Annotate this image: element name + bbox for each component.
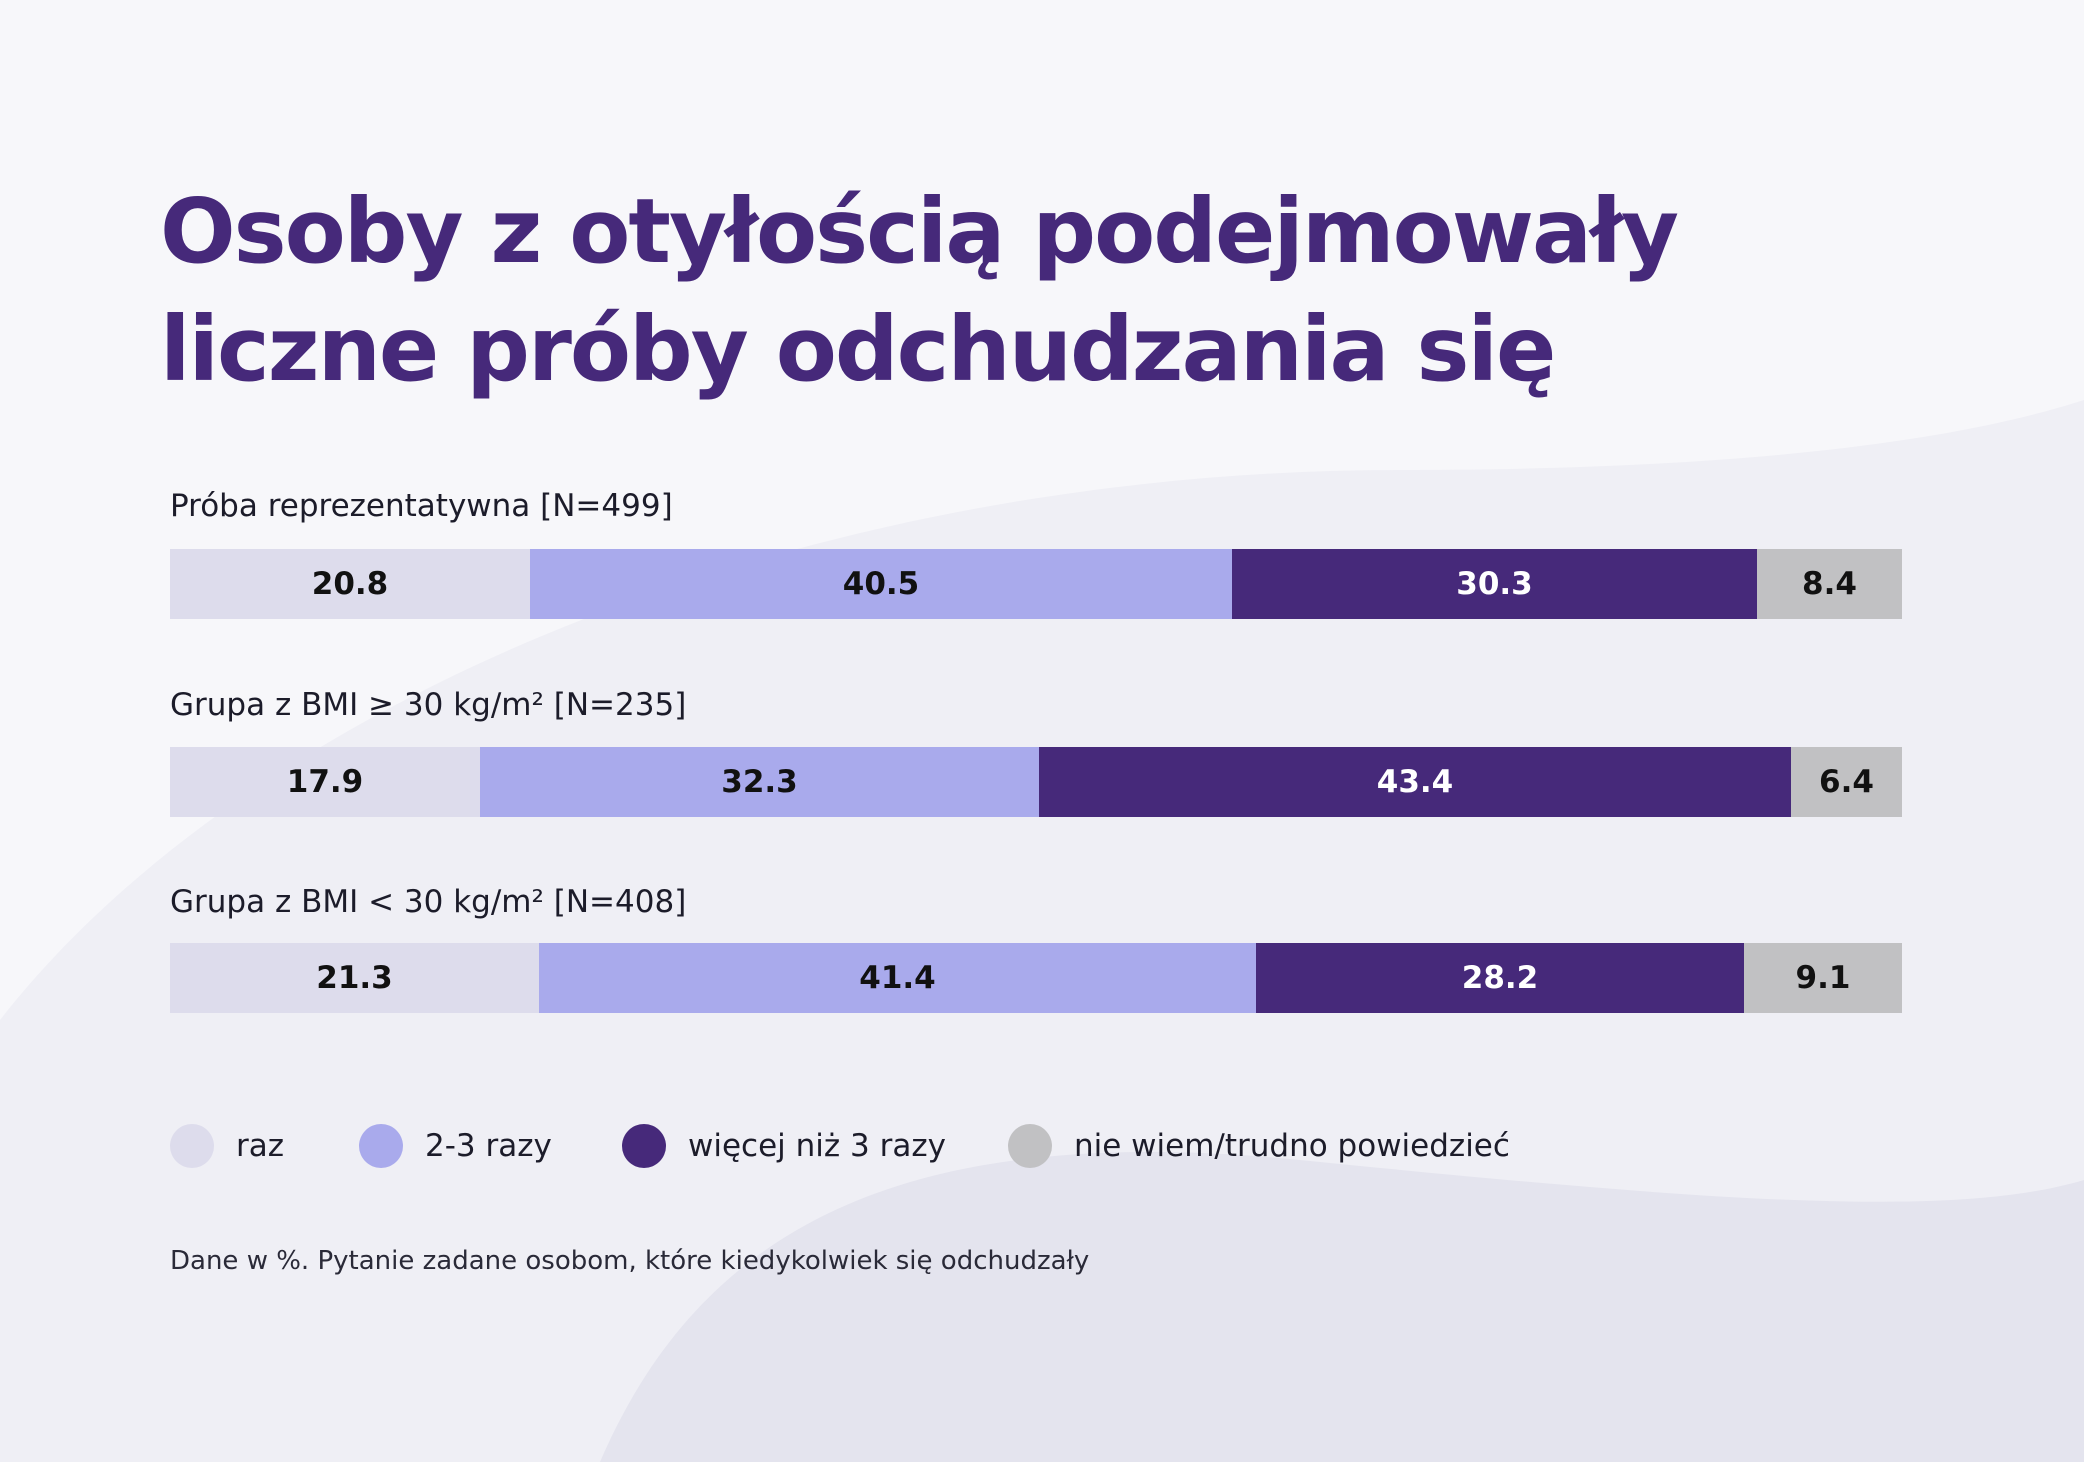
chart-title: Osoby z otyłością podejmowały liczne pró… [160,172,1679,408]
bar-segment-nie-wiem: 8.4 [1757,549,1902,619]
data-label: 8.4 [1802,566,1857,602]
bar-row-bmi-lt-30: 21.3 41.4 28.2 9.1 [170,943,1902,1013]
chart-title-line-1: Osoby z otyłością podejmowały [160,179,1679,283]
legend-item-raz: raz [170,1124,284,1168]
data-label: 21.3 [316,960,393,996]
bar-segment-nie-wiem: 6.4 [1791,747,1902,817]
bar-row-reprezentatywna: 20.8 40.5 30.3 8.4 [170,549,1902,619]
bar-segment-raz: 20.8 [170,549,530,619]
bar-segment-wiecej-niz-3: 43.4 [1039,747,1791,817]
data-label: 30.3 [1456,566,1533,602]
row-label-reprezentatywna: Próba reprezentatywna [N=499] [170,488,673,524]
legend-label-raz: raz [236,1128,285,1164]
legend-label-wiecej-niz-3: więcej niż 3 razy [688,1128,946,1164]
data-label: 9.1 [1795,960,1851,996]
legend-swatch-wiecej-niz-3 [622,1124,666,1168]
chart-title-line-2: liczne próby odchudzania się [160,297,1556,401]
data-label: 43.4 [1376,764,1454,800]
data-label: 6.4 [1819,764,1874,800]
legend-label-2-3-razy: 2-3 razy [425,1128,552,1164]
legend: raz 2-3 razy więcej niż 3 razy nie wiem/… [0,1124,2084,1168]
data-label: 20.8 [311,566,389,602]
legend-item-wiecej-niz-3: więcej niż 3 razy [622,1124,946,1168]
bar-segment-wiecej-niz-3: 30.3 [1232,549,1757,619]
bar-segment-2-3-razy: 32.3 [480,747,1039,817]
legend-swatch-nie-wiem [1008,1124,1052,1168]
bar-segment-wiecej-niz-3: 28.2 [1256,943,1744,1013]
row-label-bmi-ge-30: Grupa z BMI ≥ 30 kg/m² [N=235] [170,687,687,723]
bar-segment-raz: 17.9 [170,747,480,817]
legend-item-nie-wiem: nie wiem/trudno powiedzieć [1008,1124,1510,1168]
data-label: 17.9 [286,764,364,800]
bar-segment-2-3-razy: 41.4 [539,943,1256,1013]
bar-row-bmi-ge-30: 17.9 32.3 43.4 6.4 [170,747,1902,817]
bar-segment-nie-wiem: 9.1 [1744,943,1902,1013]
legend-swatch-raz [170,1124,214,1168]
legend-item-2-3-razy: 2-3 razy [359,1124,552,1168]
data-label: 28.2 [1461,960,1539,996]
footnote: Dane w %. Pytanie zadane osobom, które k… [170,1246,1090,1276]
bar-segment-raz: 21.3 [170,943,539,1013]
legend-label-nie-wiem: nie wiem/trudno powiedzieć [1074,1128,1510,1164]
bar-segment-2-3-razy: 40.5 [530,549,1232,619]
data-label: 32.3 [721,764,798,800]
legend-swatch-2-3-razy [359,1124,403,1168]
data-label: 40.5 [842,566,920,602]
row-label-bmi-lt-30: Grupa z BMI < 30 kg/m² [N=408] [170,884,687,920]
data-label: 41.4 [859,960,936,996]
